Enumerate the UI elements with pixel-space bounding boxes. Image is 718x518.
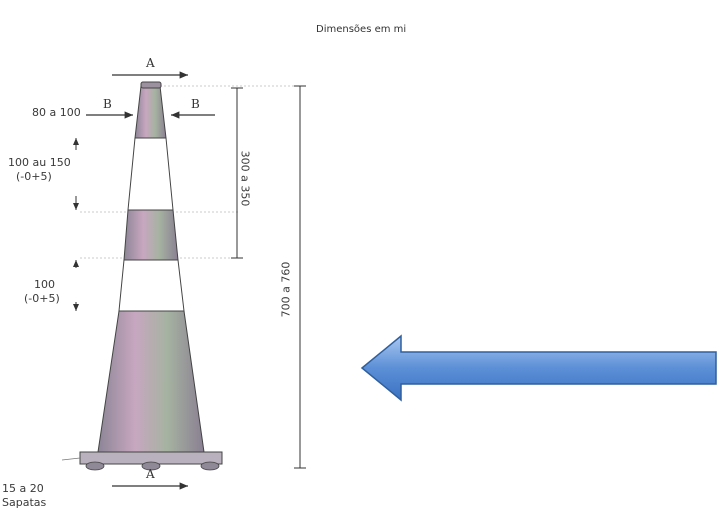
- gap-label-line2: (-0+5): [24, 292, 60, 305]
- total-height-label: 700 a 760: [279, 261, 293, 318]
- band-height-label-line2: (-0+5): [16, 170, 52, 183]
- band-height-label-line1: 100 au 150: [8, 156, 71, 169]
- cone-white-section-2: [118, 259, 185, 312]
- cone-tip-band: [134, 85, 167, 139]
- top-width-label: 80 a 100: [32, 106, 81, 119]
- cone-tip-cap: [140, 81, 162, 89]
- cone-foot-left: [85, 461, 105, 471]
- diagram-title: Dimensões em mi: [316, 24, 407, 35]
- base-label-pointer: [61, 457, 81, 461]
- cone-foot-right: [200, 461, 220, 471]
- dimension-total-height: [294, 85, 306, 469]
- cone-white-section-1: [127, 137, 174, 211]
- guide-lines: [80, 85, 300, 259]
- big-blue-arrow: [360, 334, 717, 402]
- cone-foot-middle: [141, 461, 161, 471]
- cone-middle-band: [123, 209, 179, 261]
- section-b-right-label: B: [191, 97, 200, 111]
- cone-lower-band: [97, 310, 205, 453]
- base-label-line2: Sapatas: [2, 496, 47, 509]
- band-zone-label: 300 a 350: [238, 150, 252, 207]
- section-b-left-label: B: [103, 97, 112, 111]
- base-label-line1: 15 a 20: [2, 482, 44, 495]
- gap-label-line1: 100: [34, 278, 55, 291]
- section-a-bottom-label: A: [146, 467, 155, 481]
- traffic-cone: [79, 81, 223, 471]
- dimension-band-zone: [231, 87, 243, 259]
- section-a-top-label: A: [146, 56, 155, 70]
